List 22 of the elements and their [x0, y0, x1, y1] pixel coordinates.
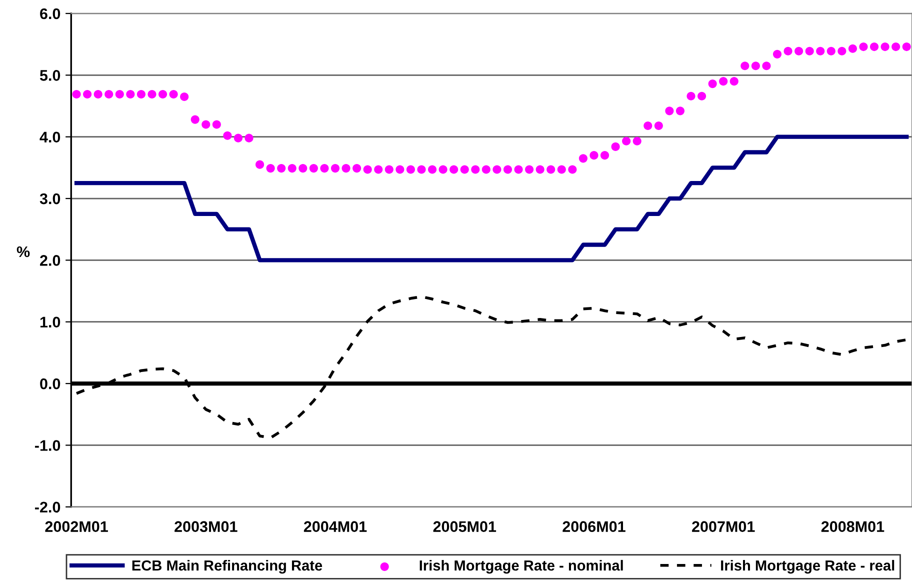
y-tick-label: 0.0	[40, 378, 60, 390]
x-tick-label: 2003M01	[174, 521, 238, 532]
y-tick-label: 3.0	[40, 193, 60, 204]
line-series	[75, 295, 908, 440]
x-tick-label: 2007M01	[692, 521, 755, 532]
y-tick-label: -2.0	[34, 502, 60, 513]
legend-label: Irish Mortgage Rate - nominal	[420, 560, 623, 574]
legend-label: ECB Main Refinancing Rate	[132, 560, 322, 574]
x-tick-label: 2002M01	[45, 521, 108, 532]
y-axis-title: %	[16, 246, 30, 258]
line-series	[74, 134, 909, 262]
legend-label: Irish Mortgage Rate - real	[721, 560, 894, 574]
y-tick-label: -1.0	[34, 440, 60, 451]
x-tick-label: 2006M01	[562, 521, 626, 532]
y-tick-label: 5.0	[40, 70, 60, 81]
y-tick-label: 2.0	[40, 255, 60, 266]
x-tick-label: 2008M01	[821, 521, 884, 532]
x-tick-label: 2005M01	[433, 521, 496, 532]
y-tick-label: 1.0	[40, 316, 60, 328]
x-tick-label: 2004M01	[304, 521, 367, 532]
y-tick-label: 4.0	[40, 132, 60, 143]
y-tick-label: 6.0	[40, 8, 60, 20]
